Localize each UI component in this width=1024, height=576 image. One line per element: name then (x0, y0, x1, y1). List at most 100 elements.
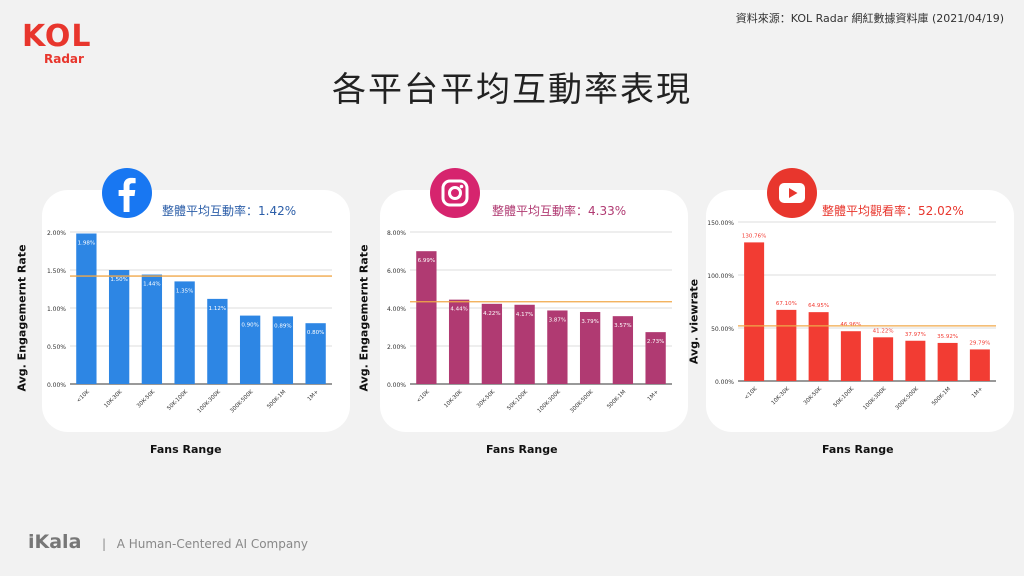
footer-separator: | (102, 537, 107, 551)
facebook-x-axis-label: Fans Range (150, 443, 222, 456)
x-tick-label: <10K (744, 386, 759, 401)
x-tick-label: <10K (76, 389, 91, 404)
y-tick-label: 1.50% (47, 268, 66, 275)
facebook-y-axis-label: Avg. Engagemernt Rate (15, 244, 29, 392)
logo-sub: Radar (44, 52, 84, 66)
facebook-avg-label: 整體平均互動率：1.42% (162, 204, 297, 218)
bar (840, 331, 861, 381)
x-tick-label: 500K-1M (606, 389, 627, 410)
bar-value-label: 6.99% (418, 258, 435, 264)
instagram-avg-label: 整體平均互動率：4.33% (492, 204, 627, 218)
youtube-avg-label: 整體平均觀看率：52.02% (822, 204, 964, 218)
logo-main: KOL (22, 19, 92, 54)
bar (905, 340, 926, 381)
footer: iKala | A Human-Centered AI Company (28, 531, 308, 553)
facebook-icon (102, 168, 152, 218)
y-tick-label: 8.00% (387, 230, 406, 237)
kol-radar-logo: KOL Radar (22, 22, 112, 74)
x-tick-label: 1M+ (647, 389, 661, 403)
x-tick-label: 100K-300K (537, 389, 562, 414)
bar (239, 315, 261, 384)
x-tick-label: 300K-500K (895, 386, 920, 411)
youtube-x-axis-label: Fans Range (822, 443, 894, 456)
bar-value-label: 1.35% (176, 288, 193, 294)
bar-value-label: 3.79% (581, 319, 598, 325)
y-tick-label: 2.00% (387, 344, 406, 351)
instagram-chart: 0.00% 2.00% 4.00% 6.00% 8.00% 6.99% <10K 4.44% 1… (387, 230, 672, 414)
bar-value-label: 35.92% (937, 334, 958, 340)
instagram-y-axis-label: Avg. Engagemernt Rate (357, 244, 371, 392)
y-tick-label: 100.00% (707, 273, 734, 280)
bar (174, 281, 195, 384)
instagram-x-axis-label: Fans Range (486, 443, 558, 456)
bar (272, 316, 294, 384)
bar-value-label: 4.22% (483, 311, 500, 317)
x-tick-label: 30K-50K (136, 389, 157, 410)
x-tick-label: 300K-500K (229, 389, 254, 414)
x-tick-label: 10K-30K (443, 389, 464, 410)
bar (448, 299, 470, 384)
x-tick-label: 50K-100K (833, 386, 856, 409)
y-tick-label: 0.50% (47, 344, 66, 351)
bar-value-label: 0.89% (274, 323, 291, 329)
x-tick-label: 100K-300K (862, 386, 887, 411)
bar-value-label: 2.73% (647, 339, 664, 345)
bar (612, 316, 634, 384)
bar-value-label: 3.57% (614, 323, 631, 329)
bar-value-label: 3.87% (549, 317, 566, 323)
y-tick-label: 50.00% (711, 326, 734, 333)
x-tick-label: 500K-1M (931, 386, 952, 407)
footer-brand: iKala (28, 531, 82, 553)
bar (76, 233, 97, 384)
x-tick-label: 30K-50K (476, 389, 497, 410)
bar (305, 323, 326, 384)
y-tick-label: 0.00% (387, 382, 406, 389)
y-tick-label: 2.00% (47, 230, 66, 237)
y-tick-label: 150.00% (707, 220, 734, 227)
x-tick-label: 500K-1M (266, 389, 287, 410)
bar (547, 310, 568, 384)
instagram-chart-card: 0.00% 2.00% 4.00% 6.00% 8.00% 6.99% <10K 4.44% 1… (380, 190, 688, 432)
bar (481, 303, 503, 384)
bar-value-label: 41.22% (873, 328, 894, 334)
instagram-icon (430, 168, 480, 218)
bar (579, 311, 601, 384)
x-tick-label: 50K-100K (506, 389, 529, 412)
x-tick-label: <10K (416, 389, 431, 404)
y-tick-label: 6.00% (387, 268, 406, 275)
bar (207, 298, 228, 384)
x-tick-label: 10K-30K (771, 386, 792, 407)
y-tick-label: 0.00% (715, 379, 734, 386)
x-tick-label: 30K-50K (803, 386, 824, 407)
bar (744, 242, 765, 381)
bar-value-label: 64.95% (808, 303, 829, 309)
bar-value-label: 4.44% (450, 307, 467, 313)
bar-value-label: 1.12% (209, 306, 226, 312)
youtube-y-axis-label: Avg. viewrate (687, 278, 701, 365)
bar (141, 274, 163, 384)
footer-tagline: A Human-Centered AI Company (116, 537, 308, 551)
bar (808, 312, 829, 381)
x-tick-label: 50K-100K (166, 389, 189, 412)
bar (416, 251, 437, 384)
x-tick-label: 300K-500K (569, 389, 594, 414)
youtube-icon (767, 168, 817, 218)
x-tick-label: 10K-30K (103, 389, 124, 410)
youtube-chart-card: 0.00% 50.00% 100.00% 150.00% 130.76% <10K 67.1… (706, 190, 1014, 432)
data-source: 資料來源：KOL Radar 網紅數據資料庫 (2021/04/19) (735, 12, 1004, 25)
bar (937, 342, 958, 381)
bar (108, 270, 130, 384)
bar-value-label: 67.10% (776, 301, 797, 307)
bar-value-label: 130.76% (742, 233, 766, 239)
page-title: 各平台平均互動率表現 (332, 70, 692, 110)
youtube-chart: 0.00% 50.00% 100.00% 150.00% 130.76% <10K 67.1… (707, 220, 996, 411)
bar-value-label: 1.44% (143, 282, 160, 288)
bar (969, 349, 990, 381)
facebook-chart-card: 0.00% 0.50% 1.00% 1.50% 2.00% 1.98% <10K 1.50% 1… (42, 190, 350, 432)
bar-value-label: 1.98% (78, 241, 95, 247)
bar-value-label: 4.17% (516, 312, 533, 318)
bar-value-label: 0.80% (307, 330, 324, 336)
bar (776, 309, 797, 381)
y-tick-label: 1.00% (47, 306, 66, 313)
bar-value-label: 37.97% (905, 332, 926, 338)
